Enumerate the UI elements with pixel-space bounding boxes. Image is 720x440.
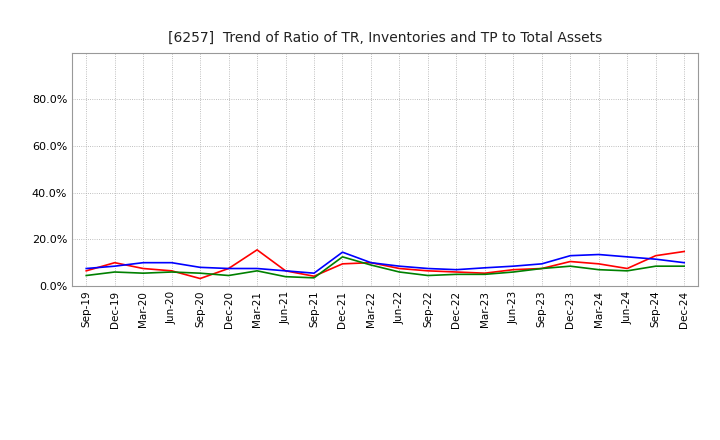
Trade Payables <box>595 267 603 272</box>
Trade Payables <box>423 273 432 278</box>
Inventories <box>82 266 91 271</box>
Inventories <box>509 264 518 269</box>
Trade Receivables <box>139 266 148 271</box>
Trade Payables <box>395 269 404 275</box>
Trade Payables <box>110 269 119 275</box>
Trade Receivables <box>82 268 91 274</box>
Trade Receivables <box>253 247 261 253</box>
Inventories <box>139 260 148 265</box>
Line: Trade Receivables: Trade Receivables <box>86 250 684 279</box>
Trade Receivables <box>652 253 660 258</box>
Inventories <box>595 252 603 257</box>
Inventories <box>282 268 290 274</box>
Inventories <box>537 261 546 267</box>
Trade Receivables <box>566 259 575 264</box>
Trade Payables <box>253 268 261 274</box>
Trade Receivables <box>480 271 489 276</box>
Inventories <box>423 266 432 271</box>
Trade Receivables <box>423 268 432 274</box>
Trade Receivables <box>110 260 119 265</box>
Inventories <box>623 254 631 260</box>
Trade Payables <box>366 262 375 268</box>
Trade Payables <box>566 264 575 269</box>
Trade Receivables <box>196 276 204 281</box>
Inventories <box>680 260 688 265</box>
Inventories <box>480 265 489 271</box>
Trade Payables <box>338 254 347 260</box>
Trade Payables <box>680 264 688 269</box>
Inventories <box>652 257 660 262</box>
Inventories <box>253 266 261 271</box>
Title: [6257]  Trend of Ratio of TR, Inventories and TP to Total Assets: [6257] Trend of Ratio of TR, Inventories… <box>168 31 603 45</box>
Trade Receivables <box>366 260 375 265</box>
Trade Payables <box>139 271 148 276</box>
Trade Payables <box>652 264 660 269</box>
Trade Receivables <box>310 274 318 279</box>
Trade Payables <box>225 273 233 278</box>
Trade Receivables <box>338 261 347 267</box>
Line: Trade Payables: Trade Payables <box>86 257 684 278</box>
Inventories <box>452 267 461 272</box>
Inventories <box>338 249 347 255</box>
Trade Payables <box>282 274 290 279</box>
Trade Receivables <box>509 267 518 272</box>
Inventories <box>225 266 233 271</box>
Trade Payables <box>452 271 461 277</box>
Trade Receivables <box>282 268 290 274</box>
Trade Receivables <box>452 269 461 275</box>
Trade Payables <box>623 268 631 274</box>
Trade Payables <box>537 266 546 271</box>
Inventories <box>110 264 119 269</box>
Trade Receivables <box>595 261 603 267</box>
Trade Payables <box>509 269 518 275</box>
Trade Payables <box>196 271 204 276</box>
Inventories <box>366 260 375 265</box>
Trade Receivables <box>225 266 233 271</box>
Line: Inventories: Inventories <box>86 252 684 273</box>
Inventories <box>310 271 318 276</box>
Trade Receivables <box>395 266 404 271</box>
Trade Receivables <box>537 266 546 271</box>
Trade Receivables <box>167 268 176 274</box>
Inventories <box>196 265 204 270</box>
Trade Payables <box>310 275 318 280</box>
Trade Receivables <box>623 266 631 271</box>
Trade Payables <box>480 271 489 277</box>
Inventories <box>566 253 575 258</box>
Trade Receivables <box>680 249 688 254</box>
Trade Payables <box>82 273 91 278</box>
Trade Payables <box>167 269 176 275</box>
Inventories <box>167 260 176 265</box>
Inventories <box>395 264 404 269</box>
